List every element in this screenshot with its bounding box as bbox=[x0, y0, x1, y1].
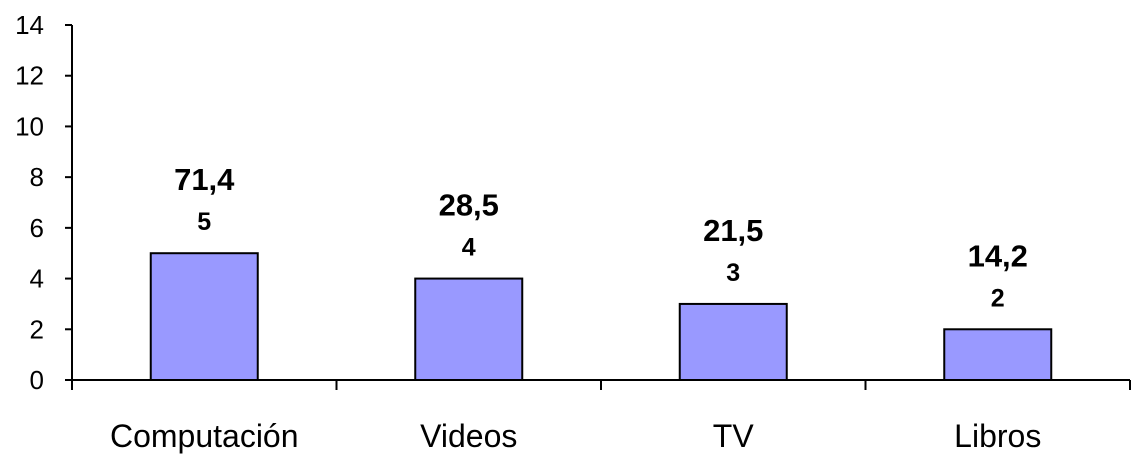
x-category-label: Computación bbox=[110, 418, 299, 454]
bar-videos bbox=[414, 277, 524, 382]
bar-libros bbox=[943, 328, 1053, 381]
bar-value-label: 4 bbox=[462, 234, 476, 262]
x-category-label: TV bbox=[713, 418, 755, 454]
bar-value-label: 5 bbox=[197, 208, 211, 236]
y-tick-label: 4 bbox=[30, 264, 44, 294]
y-tick-label: 6 bbox=[30, 213, 44, 243]
y-tick-label: 14 bbox=[15, 10, 44, 40]
bar-value-label: 2 bbox=[991, 284, 1005, 312]
data-labels: 5 71,4 4 28,5 3 21,5 2 14,2 bbox=[174, 162, 1028, 312]
y-tick-label: 10 bbox=[15, 111, 44, 141]
x-axis-ticks: Computación Videos TV Libros bbox=[71, 380, 1131, 454]
bar-percent-label: 71,4 bbox=[174, 162, 235, 197]
y-tick-label: 8 bbox=[30, 162, 44, 192]
x-category-label: Videos bbox=[420, 418, 517, 454]
y-tick-label: 0 bbox=[30, 365, 44, 395]
bar-value-label: 3 bbox=[726, 259, 740, 287]
bar-percent-label: 21,5 bbox=[703, 213, 763, 248]
bar-percent-label: 14,2 bbox=[968, 238, 1028, 273]
y-tick-label: 2 bbox=[30, 314, 44, 344]
y-axis-ticks: 0 2 4 6 8 10 12 14 bbox=[15, 10, 72, 395]
bar-computaci-n bbox=[149, 252, 259, 381]
x-category-label: Libros bbox=[954, 418, 1041, 454]
axes bbox=[71, 25, 1130, 381]
bars bbox=[149, 252, 1053, 382]
bar-percent-label: 28,5 bbox=[439, 188, 499, 223]
y-tick-label: 12 bbox=[15, 61, 44, 91]
bar-tv bbox=[678, 302, 788, 381]
